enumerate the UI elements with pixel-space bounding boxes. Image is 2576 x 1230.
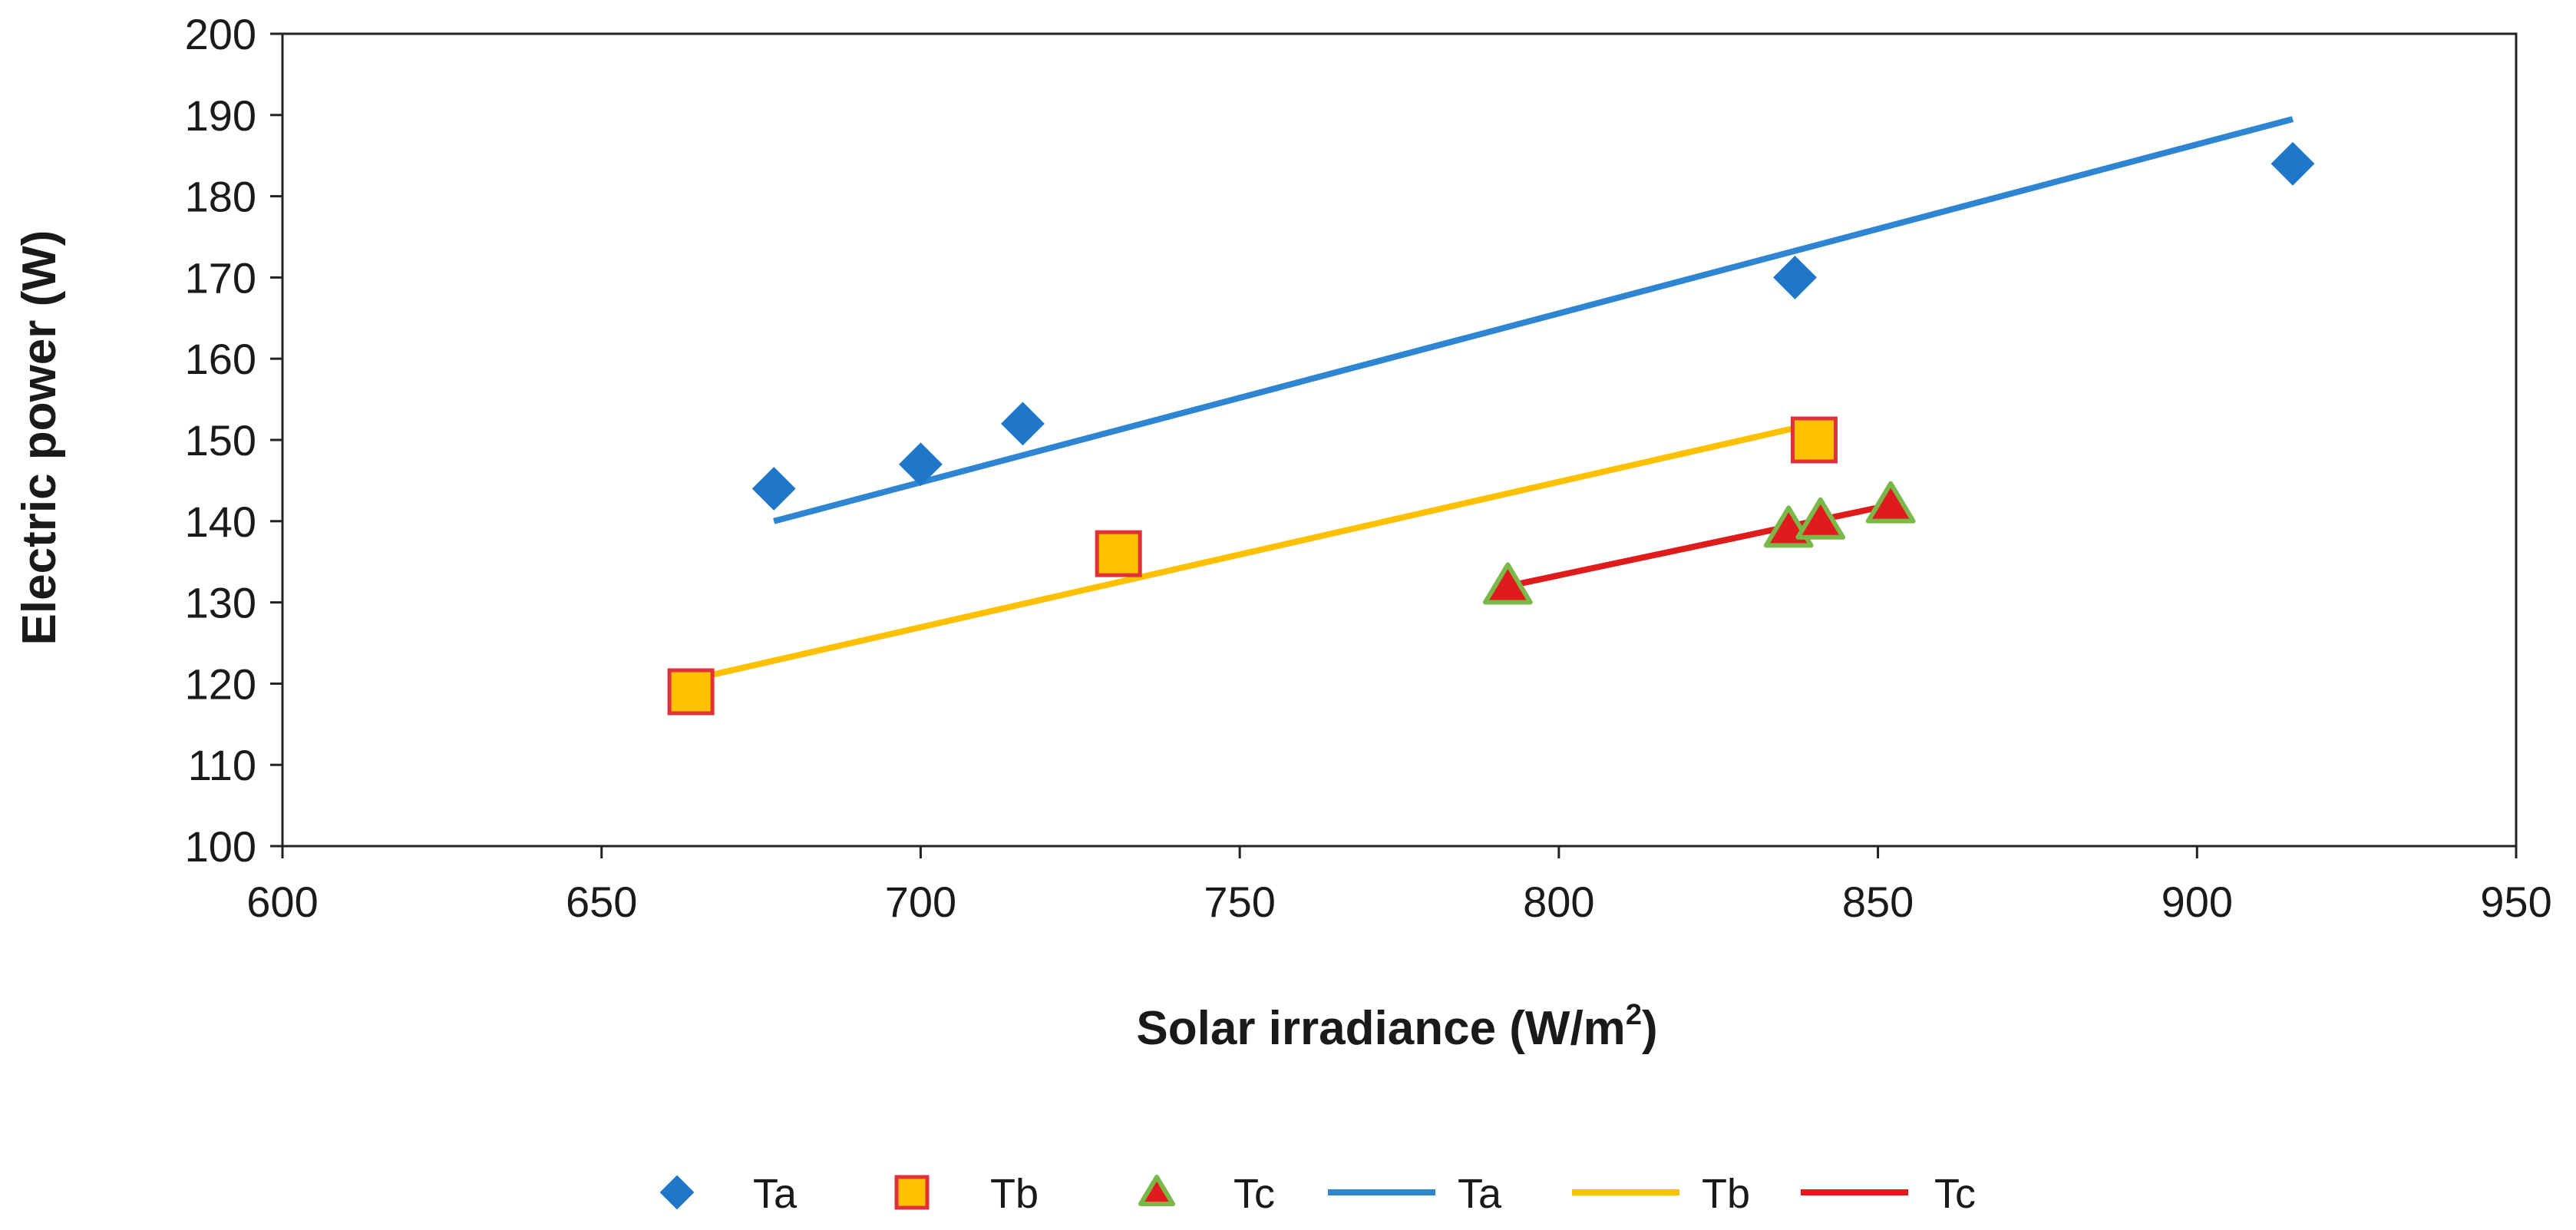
legend-label-line-ta: Ta (1458, 1171, 1502, 1217)
y-tick-label: 140 (185, 498, 256, 546)
y-tick-label: 150 (185, 416, 256, 465)
y-tick-label: 180 (185, 173, 256, 221)
y-tick-label: 120 (185, 660, 256, 708)
point-ta (899, 442, 943, 487)
x-tick-label: 850 (1842, 878, 1914, 926)
x-tick-label: 600 (246, 878, 318, 926)
trendline-ta (773, 116, 2294, 524)
legend: Ta Tb Tc Ta Tb Tc (659, 1171, 1976, 1217)
y-tick-label: 200 (185, 10, 256, 58)
point-tc (1482, 562, 1533, 605)
x-tick-label: 650 (566, 878, 637, 926)
x-tick-label: 950 (2480, 878, 2551, 926)
axes (270, 32, 2518, 858)
point-ta (751, 467, 796, 511)
legend-label-marker-tb: Tb (990, 1171, 1039, 1217)
legend-marker-tb (894, 1175, 930, 1210)
x-tick-label: 700 (885, 878, 956, 926)
point-tb (1790, 416, 1838, 464)
legend-label-marker-tc: Tc (1234, 1171, 1275, 1217)
legend-marker-ta (659, 1175, 695, 1210)
point-ta (1773, 255, 1817, 299)
plot-area-frame (281, 32, 2518, 848)
trendline-tb (690, 420, 1815, 683)
y-tick-label: 170 (185, 253, 256, 302)
point-tb (667, 668, 715, 716)
point-ta (1001, 402, 1045, 446)
point-tb (1095, 530, 1142, 577)
y-tick-label: 100 (185, 822, 256, 871)
x-tick-label: 900 (2162, 878, 2233, 926)
legend-label-marker-ta: Ta (753, 1171, 798, 1217)
legend-marker-tc (1138, 1175, 1175, 1206)
y-tick-label: 190 (185, 91, 256, 140)
point-tc (1865, 481, 1916, 524)
data-points (667, 141, 2315, 716)
point-ta (2271, 141, 2315, 186)
y-tick-label: 110 (188, 741, 256, 789)
x-tick-label: 800 (1523, 878, 1594, 926)
y-tick-label: 130 (185, 579, 256, 627)
y-axis-title: Electric power (W) (13, 230, 66, 646)
y-tick-label: 160 (185, 335, 256, 383)
x-tick-label: 750 (1204, 878, 1275, 926)
x-axis-title: Solar irradiance (W/m2) (1136, 999, 1657, 1055)
legend-label-line-tc: Tc (1934, 1171, 1976, 1217)
legend-label-line-tb: Tb (1702, 1171, 1750, 1217)
point-tc (1795, 497, 1846, 540)
tick-labels: 100 110 120 130 140 150 160 170 180 190 200 600 650 7… (185, 10, 2552, 926)
